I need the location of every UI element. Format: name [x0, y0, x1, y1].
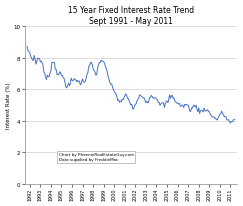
Y-axis label: Interest Rate (%): Interest Rate (%): [6, 82, 10, 129]
Title: 15 Year Fixed Interest Rate Trend
Sept 1991 - May 2011: 15 Year Fixed Interest Rate Trend Sept 1…: [68, 6, 194, 26]
Text: Chart by PhoenixRealEstateGuy.com
Data supplied by FreddieMac: Chart by PhoenixRealEstateGuy.com Data s…: [59, 152, 134, 161]
